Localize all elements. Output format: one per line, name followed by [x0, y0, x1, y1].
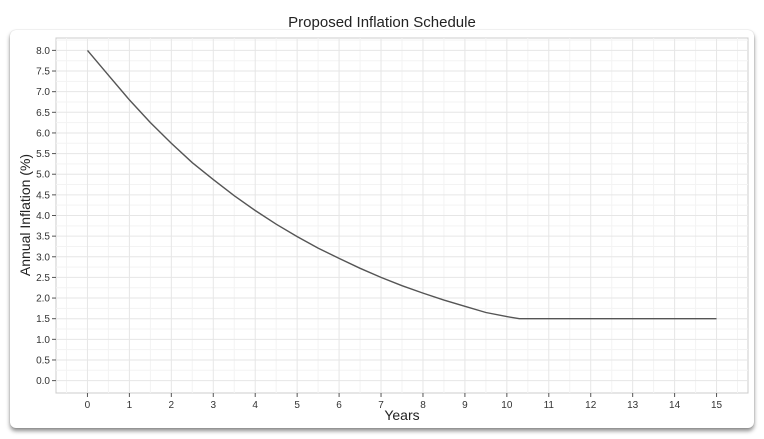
y-tick-label: 3.5 [36, 232, 50, 243]
x-tick-label: 4 [252, 400, 258, 411]
x-tick-label: 11 [544, 400, 555, 411]
y-tick-label: 1.5 [36, 314, 50, 325]
x-tick-label: 3 [210, 400, 216, 411]
x-tick-label: 13 [627, 400, 639, 411]
y-tick-label: 2.0 [36, 294, 50, 305]
y-axis-label: Annual Inflation (%) [17, 154, 33, 276]
chart-title: Proposed Inflation Schedule [288, 14, 476, 31]
y-tick-label: 6.5 [36, 108, 50, 119]
y-tick-label: 3.0 [36, 252, 50, 263]
x-tick-label: 12 [585, 400, 597, 411]
x-tick-label: 0 [85, 400, 91, 411]
x-tick-label: 6 [336, 400, 342, 411]
y-axis-ticks: 0.0 0.5 1.0 1.5 2.0 2.5 3.0 3.5 4.0 4.5 5.0 5.5 6.0 6… [36, 46, 56, 387]
y-tick-label: 5.0 [36, 170, 50, 181]
inflation-series-line [86, 49, 717, 320]
x-tick-label: 2 [169, 400, 175, 411]
y-tick-label: 0.5 [36, 355, 50, 366]
x-tick-label: 5 [294, 400, 300, 411]
x-tick-label: 10 [501, 400, 513, 411]
x-tick-label: 9 [462, 400, 468, 411]
y-tick-label: 5.5 [36, 149, 50, 160]
y-tick-label: 7.0 [36, 87, 50, 98]
series-group [86, 49, 717, 320]
y-tick-label: 0.0 [36, 376, 50, 387]
y-tick-label: 4.5 [36, 190, 50, 201]
y-tick-label: 2.5 [36, 273, 50, 284]
x-tick-label: 7 [378, 400, 384, 411]
y-tick-label: 6.0 [36, 128, 50, 139]
y-tick-label: 8.0 [36, 46, 50, 57]
x-tick-label: 14 [669, 400, 681, 411]
x-tick-label: 1 [127, 400, 133, 411]
x-axis-ticks: 0 1 2 3 4 5 6 7 8 9 10 11 12 13 14 15 [85, 393, 723, 411]
x-axis-label: Years [384, 407, 419, 423]
x-tick-label: 15 [711, 400, 723, 411]
x-tick-label: 8 [420, 400, 426, 411]
y-tick-label: 7.5 [36, 67, 50, 78]
y-tick-label: 4.0 [36, 211, 50, 222]
y-tick-label: 1.0 [36, 335, 50, 346]
grid [56, 38, 748, 393]
